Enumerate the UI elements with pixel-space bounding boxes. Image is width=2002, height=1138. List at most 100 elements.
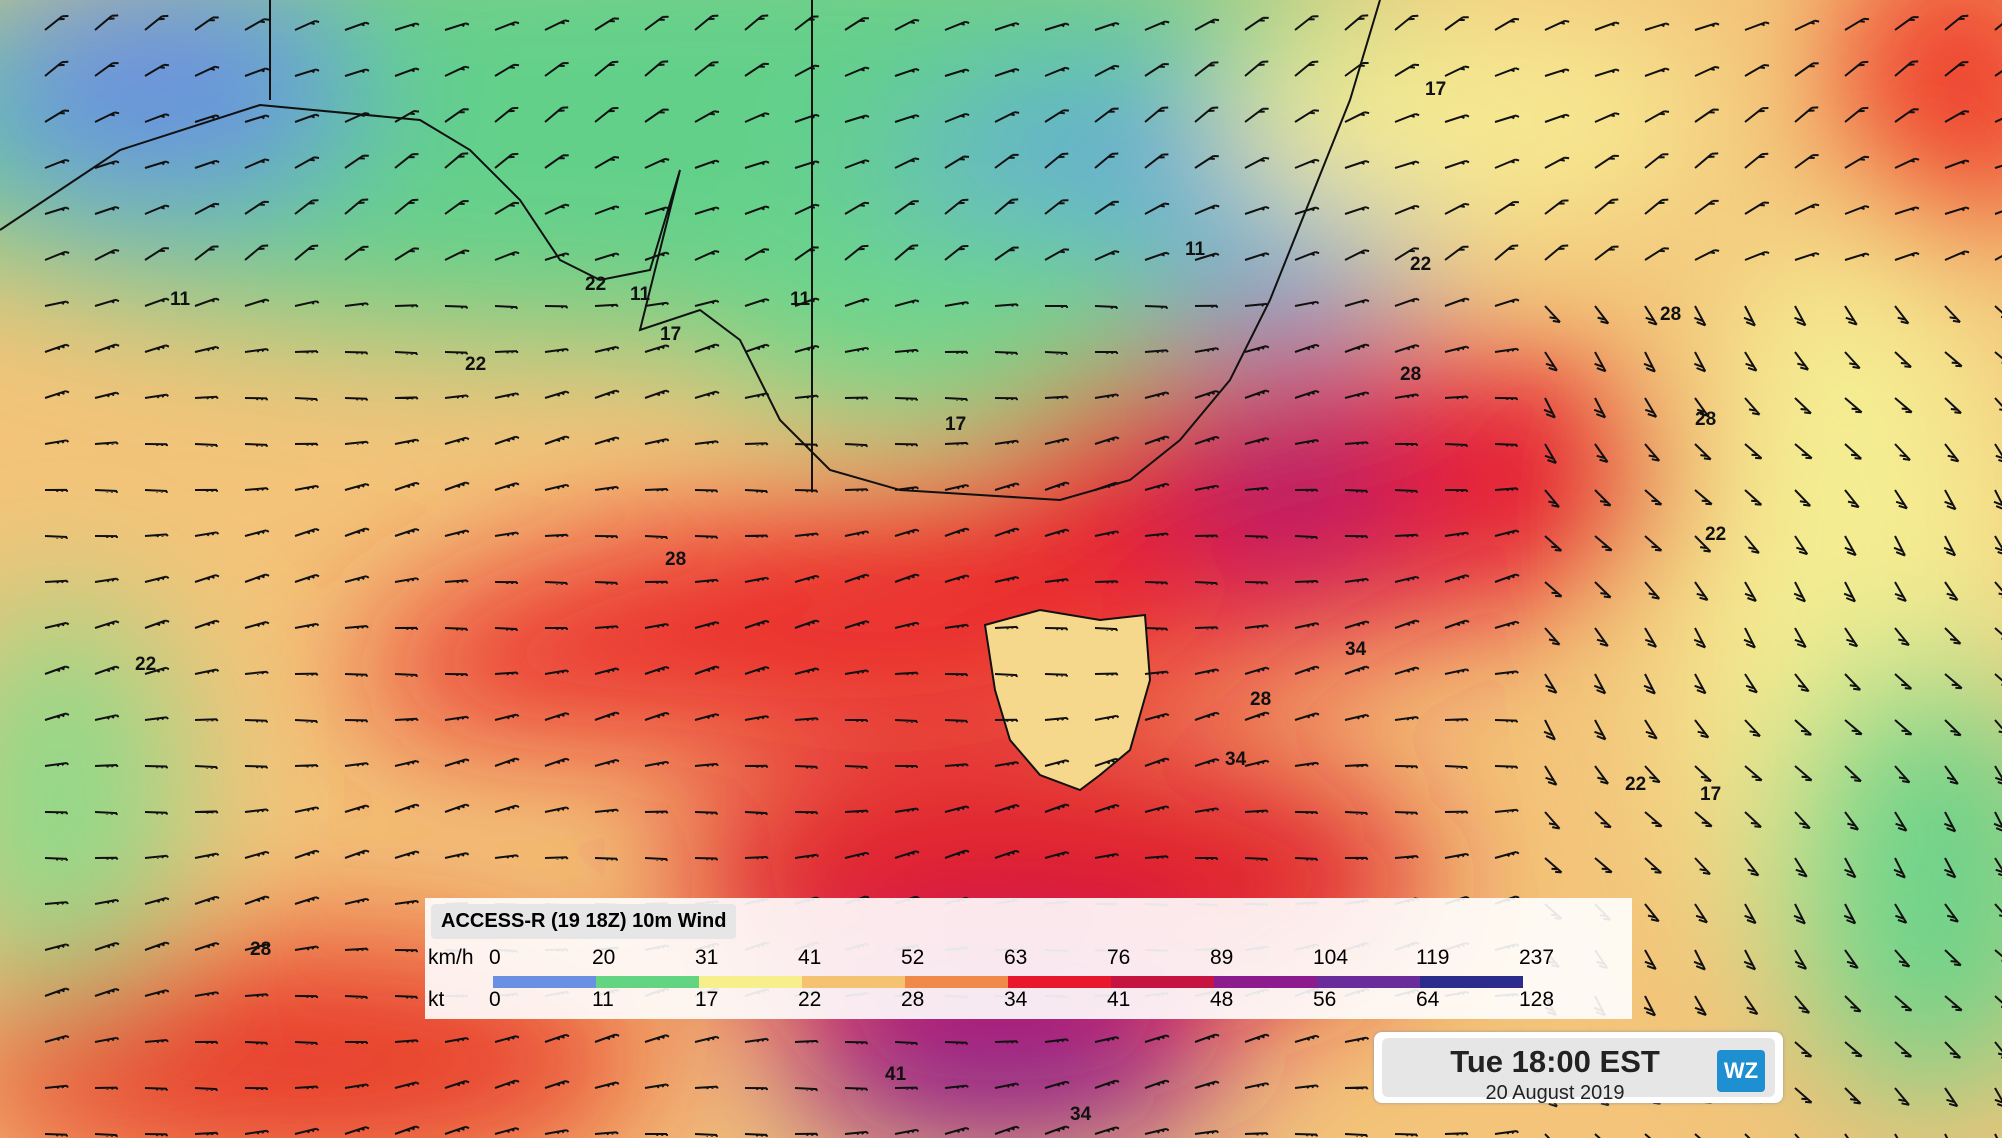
wind-barb xyxy=(694,665,720,675)
wind-barb xyxy=(1044,481,1070,491)
logo[interactable]: WZ xyxy=(1717,1050,1765,1092)
wind-barb xyxy=(1944,443,1960,463)
wind-barb xyxy=(1244,156,1270,169)
wind-barb xyxy=(544,62,569,77)
wind-barb xyxy=(1144,305,1168,310)
wind-barb xyxy=(294,300,320,307)
wind-barb xyxy=(1844,252,1870,261)
wind-barb xyxy=(894,299,920,307)
wind-barb xyxy=(694,489,718,493)
wind-barb xyxy=(944,484,970,491)
contour-label: 11 xyxy=(790,289,811,310)
legend-swatch xyxy=(905,976,1008,988)
wind-barb xyxy=(394,67,420,77)
wind-barb xyxy=(1844,1087,1862,1105)
wind-barb xyxy=(1144,202,1170,215)
wind-barb xyxy=(1094,250,1120,261)
wind-barb xyxy=(644,301,670,307)
wind-barb xyxy=(594,345,620,353)
wind-barb xyxy=(294,156,320,169)
wind-barb xyxy=(1694,489,1713,506)
wind-barb xyxy=(944,574,970,583)
wind-barb xyxy=(1844,811,1859,831)
wind-barb xyxy=(494,152,519,169)
wind-barb xyxy=(1494,17,1520,31)
wind-barb xyxy=(1294,665,1320,675)
wind-barb xyxy=(544,203,570,215)
wind-barb xyxy=(1494,808,1519,813)
wind-barb xyxy=(144,113,170,123)
wind-barb xyxy=(1294,439,1320,445)
wind-barb xyxy=(1144,20,1170,31)
wind-barb xyxy=(544,712,570,721)
wind-barb xyxy=(94,298,120,307)
wind-barb xyxy=(194,668,220,675)
wind-barb xyxy=(194,245,219,261)
wind-barb xyxy=(1744,201,1769,215)
wind-barb xyxy=(694,1085,719,1090)
wind-barb xyxy=(1694,1133,1702,1138)
wind-barb xyxy=(1994,857,2002,877)
wind-barb xyxy=(1544,489,1560,508)
wind-barb xyxy=(894,67,920,77)
wind-barb xyxy=(1194,204,1220,215)
wind-barb xyxy=(1044,1080,1070,1089)
wind-barb xyxy=(544,390,570,399)
wind-barb xyxy=(444,481,470,491)
wind-barb xyxy=(894,671,919,676)
wind-barb xyxy=(1644,67,1670,77)
wind-barb xyxy=(1894,206,1920,215)
wind-barb xyxy=(1794,535,1809,556)
wind-barb xyxy=(494,106,519,123)
wind-barb xyxy=(744,62,769,77)
wind-barb xyxy=(244,808,269,813)
wind-barb xyxy=(1944,1041,1962,1059)
wind-barb xyxy=(1543,719,1556,741)
wind-barb xyxy=(1744,903,1757,925)
wind-barb xyxy=(844,443,868,448)
wind-barb xyxy=(994,22,1020,31)
wind-barb xyxy=(1395,443,1418,446)
wind-barb xyxy=(594,60,619,77)
kmh-label: 104 xyxy=(1313,946,1349,969)
wind-barb xyxy=(1744,581,1757,602)
wind-barb xyxy=(1543,397,1556,419)
wind-barb xyxy=(1094,64,1120,77)
wind-barb xyxy=(1994,673,2002,686)
wind-barb xyxy=(244,573,270,583)
wind-barb xyxy=(1444,65,1470,77)
wind-barb xyxy=(194,395,219,400)
wind-barb xyxy=(744,1087,768,1091)
wind-barb xyxy=(444,65,470,77)
wind-barb xyxy=(594,303,619,308)
wind-barb xyxy=(1144,1079,1170,1089)
wind-barb xyxy=(644,60,669,77)
wind-barb xyxy=(1844,995,1862,1013)
wind-barb xyxy=(144,160,170,169)
wind-barb xyxy=(444,249,470,261)
wind-barb xyxy=(1593,673,1607,695)
kt-label: 56 xyxy=(1313,988,1337,1011)
wind-barb xyxy=(44,943,70,951)
wind-barb xyxy=(1944,250,1970,261)
wind-barb xyxy=(994,849,1020,859)
wind-barb xyxy=(1894,489,1908,510)
wind-barb xyxy=(1744,443,1763,460)
wind-barb xyxy=(544,856,569,860)
wind-barb xyxy=(1444,395,1469,400)
wind-barb xyxy=(1794,443,1813,460)
wind-barb xyxy=(94,249,120,261)
wind-barb xyxy=(1644,765,1661,784)
wind-barb xyxy=(494,201,520,215)
kmh-label: 89 xyxy=(1210,946,1234,969)
wind-barb xyxy=(44,109,70,123)
wind-barb xyxy=(1894,903,1908,924)
wind-barb xyxy=(1394,1133,1418,1137)
wind-barb xyxy=(1494,670,1519,675)
kmh-label: 52 xyxy=(901,946,925,969)
wind-barb xyxy=(1444,531,1470,537)
wind-barb xyxy=(545,627,568,630)
wind-barb xyxy=(44,762,69,767)
wind-barb xyxy=(1144,757,1170,767)
